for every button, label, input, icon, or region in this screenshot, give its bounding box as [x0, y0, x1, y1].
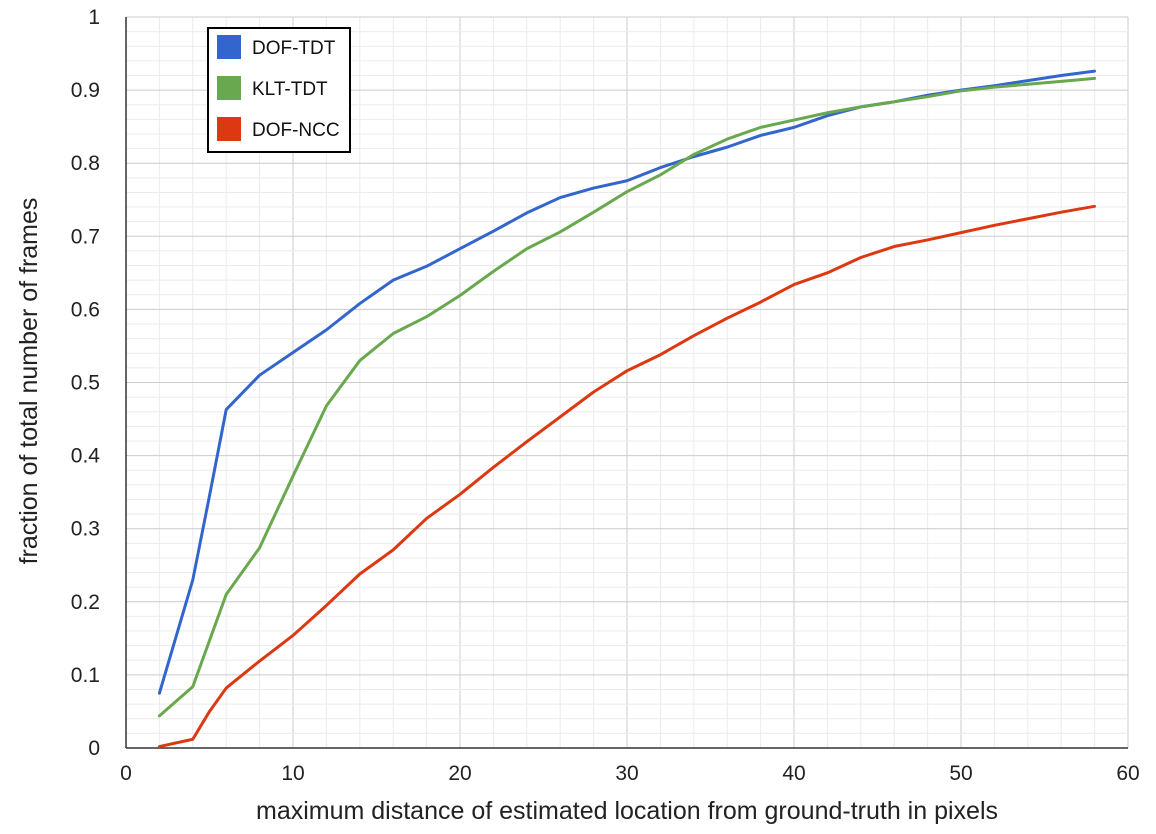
legend: DOF-TDT KLT-TDT DOF-NCC — [207, 27, 351, 153]
series-lines — [157, 69, 1097, 749]
y-tick-label: 0.4 — [71, 445, 101, 468]
y-tick-label: 0.2 — [71, 591, 100, 614]
y-axis-title: fraction of total number of frames — [15, 198, 43, 565]
y-tick-label: 0 — [88, 737, 100, 760]
x-tick-label: 40 — [782, 762, 805, 785]
y-tick-label: 0.3 — [71, 518, 100, 541]
y-tick-label: 0.6 — [71, 298, 100, 321]
tick-labels: 0 10 20 30 40 50 60 0 0.1 0.2 0.3 0.4 0.5 0.6 0.7 0.8 0.… — [71, 6, 1140, 785]
y-tick-label: 0.1 — [71, 664, 100, 687]
x-tick-label: 60 — [1116, 762, 1139, 785]
x-tick-label: 20 — [448, 762, 471, 785]
legend-swatch — [217, 76, 241, 100]
y-tick-label: 0.8 — [71, 152, 100, 175]
y-tick-label: 0.7 — [71, 225, 100, 248]
legend-label: KLT-TDT — [252, 79, 328, 100]
x-tick-label: 30 — [615, 762, 638, 785]
legend-label: DOF-NCC — [252, 120, 340, 141]
legend-label: DOF-TDT — [252, 38, 336, 59]
y-tick-label: 0.5 — [71, 372, 100, 395]
x-tick-label: 50 — [949, 762, 972, 785]
y-tick-label: 1 — [88, 6, 100, 29]
x-tick-label: 10 — [281, 762, 304, 785]
legend-swatch — [217, 35, 241, 59]
legend-swatch — [217, 117, 241, 141]
series-line-klt-tdt — [157, 76, 1097, 718]
axes — [125, 17, 1128, 749]
y-tick-label: 0.9 — [71, 79, 100, 102]
x-axis-title: maximum distance of estimated location f… — [256, 797, 998, 825]
series-line-dof-ncc — [157, 204, 1097, 749]
x-tick-label: 0 — [120, 762, 132, 785]
